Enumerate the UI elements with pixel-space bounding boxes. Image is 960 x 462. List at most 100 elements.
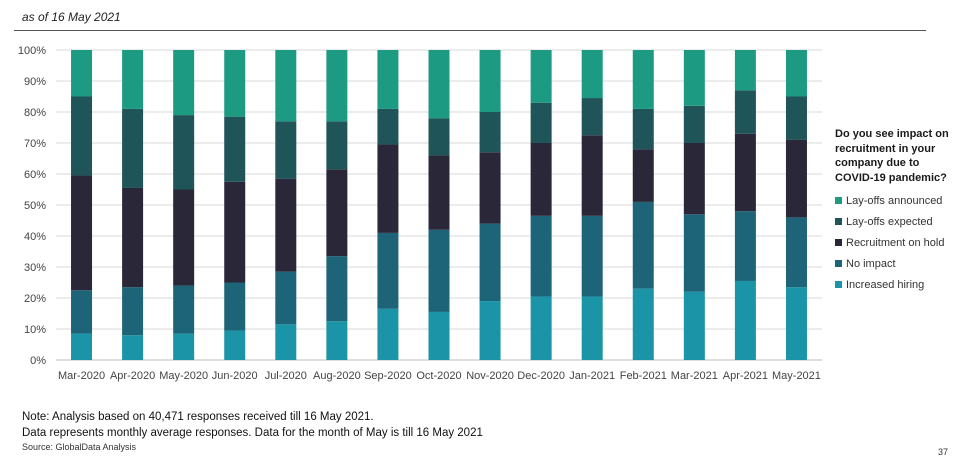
- bar-segment-lay-offs-expected: [326, 121, 348, 170]
- bar-segment-lay-offs-expected: [683, 105, 705, 143]
- bar-segment-lay-offs-announced: [326, 50, 348, 122]
- bar-segment-recruitment-on-hold: [734, 133, 756, 212]
- source-label: Source: GlobalData Analysis: [22, 442, 137, 452]
- bar-segment-lay-offs-announced: [71, 50, 93, 97]
- legend-label: Increased hiring: [846, 278, 925, 291]
- y-tick-label: 30%: [24, 262, 46, 274]
- bar-segment-lay-offs-announced: [581, 50, 603, 99]
- bar-segment-lay-offs-expected: [224, 116, 246, 182]
- legend-swatch: [835, 260, 842, 267]
- bar-segment-lay-offs-announced: [530, 50, 552, 103]
- bar-segment-recruitment-on-hold: [530, 143, 552, 216]
- bar-segment-increased-hiring: [275, 324, 297, 360]
- legend-swatch: [835, 239, 842, 246]
- bar-segment-lay-offs-expected: [479, 112, 501, 153]
- bar-segment-increased-hiring: [122, 335, 144, 360]
- x-tick-label: May-2021: [772, 370, 821, 382]
- y-tick-label: 10%: [24, 324, 46, 336]
- x-tick-label: Apr-2021: [723, 370, 768, 382]
- header-divider: [14, 30, 926, 31]
- bar-segment-increased-hiring: [326, 321, 348, 360]
- bar-segment-lay-offs-announced: [632, 50, 654, 109]
- x-tick-label: Feb-2021: [620, 370, 667, 382]
- notes: Note: Analysis based on 40,471 responses…: [22, 409, 483, 441]
- bar-segment-lay-offs-expected: [530, 102, 552, 143]
- bar-segment-no-impact: [632, 201, 654, 289]
- y-tick-label: 100%: [18, 45, 46, 57]
- bar-segment-recruitment-on-hold: [785, 139, 807, 218]
- legend-item: Lay-offs expected: [835, 211, 960, 232]
- bar-segment-no-impact: [785, 217, 807, 288]
- bar-segment-lay-offs-expected: [173, 115, 195, 190]
- bar-segment-no-impact: [275, 271, 297, 325]
- bar-segment-increased-hiring: [173, 333, 195, 360]
- legend-label: Recruitment on hold: [846, 236, 945, 249]
- bar-segment-lay-offs-expected: [734, 90, 756, 134]
- bar-segment-lay-offs-announced: [428, 50, 450, 119]
- y-tick-label: 20%: [24, 293, 46, 305]
- bar-segment-lay-offs-announced: [683, 50, 705, 106]
- legend-label: No impact: [846, 257, 896, 270]
- legend-item: Lay-offs announced: [835, 190, 960, 211]
- chart-legend: Do you see impact on recruitment in your…: [835, 127, 960, 295]
- x-tick-label: Mar-2021: [671, 370, 718, 382]
- bar-segment-increased-hiring: [734, 280, 756, 360]
- bar-segment-lay-offs-announced: [734, 50, 756, 91]
- note-line-2: Data represents monthly average response…: [22, 427, 483, 439]
- bar-segment-increased-hiring: [530, 296, 552, 360]
- bar-segment-recruitment-on-hold: [377, 144, 399, 233]
- bar-segment-lay-offs-expected: [632, 108, 654, 150]
- bar-segment-recruitment-on-hold: [326, 169, 348, 257]
- bar-segment-recruitment-on-hold: [581, 135, 603, 216]
- y-tick-label: 60%: [24, 169, 46, 181]
- bar-segment-lay-offs-announced: [479, 50, 501, 112]
- x-tick-label: Sep-2020: [364, 370, 412, 382]
- note-line-1: Note: Analysis based on 40,471 responses…: [22, 411, 374, 423]
- bar-segment-no-impact: [734, 211, 756, 281]
- bar-segment-recruitment-on-hold: [173, 189, 195, 286]
- legend-label: Lay-offs announced: [846, 194, 943, 207]
- date-label: as of 16 May 2021: [22, 10, 121, 24]
- bar-segment-increased-hiring: [479, 301, 501, 360]
- y-tick-label: 70%: [24, 138, 46, 150]
- bar-segment-lay-offs-announced: [785, 50, 807, 97]
- bar-segment-no-impact: [581, 215, 603, 297]
- x-tick-label: May-2020: [159, 370, 208, 382]
- bar-segment-lay-offs-expected: [377, 108, 399, 145]
- y-tick-label: 80%: [24, 107, 46, 119]
- y-tick-label: 90%: [24, 76, 46, 88]
- x-tick-label: Jan-2021: [569, 370, 615, 382]
- bar-segment-recruitment-on-hold: [632, 149, 654, 202]
- bar-segment-lay-offs-expected: [428, 118, 450, 156]
- legend-item: No impact: [835, 253, 960, 274]
- bar-segment-no-impact: [71, 290, 93, 334]
- bar-segment-lay-offs-announced: [275, 50, 297, 122]
- legend-item: Recruitment on hold: [835, 232, 960, 253]
- legend-swatch: [835, 197, 842, 204]
- bar-segment-recruitment-on-hold: [428, 155, 450, 230]
- bar-segment-lay-offs-expected: [581, 98, 603, 136]
- bar-segment-no-impact: [326, 256, 348, 322]
- legend-swatch: [835, 281, 842, 288]
- bar-segment-increased-hiring: [581, 296, 603, 360]
- bar-segment-no-impact: [224, 282, 246, 331]
- bar-segment-increased-hiring: [377, 308, 399, 360]
- legend-title: Do you see impact on recruitment in your…: [835, 128, 949, 184]
- bar-segment-increased-hiring: [428, 311, 450, 360]
- y-tick-label: 0%: [30, 355, 46, 367]
- bar-segment-increased-hiring: [785, 287, 807, 360]
- bar-segment-recruitment-on-hold: [122, 187, 144, 288]
- bar-segment-no-impact: [173, 285, 195, 334]
- x-tick-label: Dec-2020: [517, 370, 565, 382]
- bar-segment-increased-hiring: [632, 288, 654, 360]
- x-tick-label: Mar-2020: [58, 370, 105, 382]
- bar-segment-increased-hiring: [683, 291, 705, 360]
- y-tick-label: 40%: [24, 231, 46, 243]
- bar-segment-lay-offs-expected: [275, 121, 297, 179]
- bar-segment-no-impact: [479, 223, 501, 302]
- bar-segment-recruitment-on-hold: [683, 143, 705, 215]
- legend-swatch: [835, 218, 842, 225]
- page-number: 37: [937, 447, 948, 457]
- bar-segment-lay-offs-expected: [71, 96, 93, 176]
